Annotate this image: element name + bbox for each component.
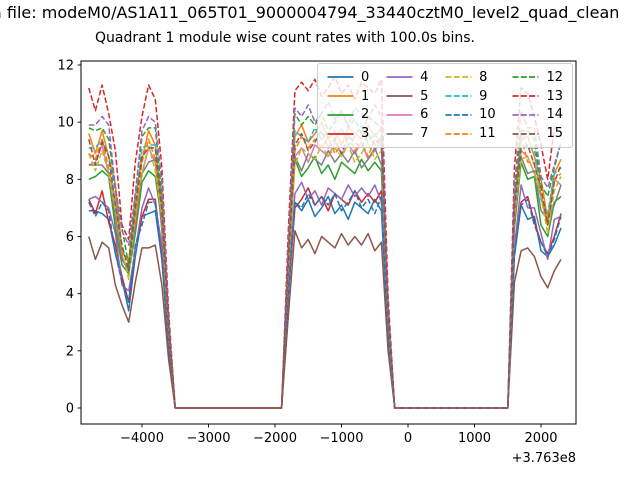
legend-label: 6 [420, 107, 429, 123]
legend-label: 2 [361, 107, 370, 123]
legend-item-2: 2 [327, 106, 369, 125]
legend-item-11: 11 [445, 124, 496, 143]
series-line-3 [88, 187, 562, 409]
legend-label: 13 [546, 88, 563, 104]
series-line-5 [88, 230, 562, 409]
legend-line-sample [445, 76, 472, 79]
legend-line-sample [512, 76, 539, 79]
x-tick-label: −2000 [253, 431, 297, 446]
legend-item-13: 13 [512, 87, 563, 106]
legend-item-6: 6 [386, 106, 428, 125]
legend-label: 4 [420, 69, 429, 85]
y-tick-label: 8 [66, 173, 74, 188]
y-tick-label: 12 [57, 59, 74, 74]
legend-item-12: 12 [512, 68, 563, 87]
x-tick-label: −1000 [320, 431, 364, 446]
legend-line-sample [327, 113, 354, 116]
y-tick-label: 10 [57, 116, 74, 131]
legend-box: 0 1 2 3 4 5 6 7 8 9 10 11 12 13 14 15 [317, 63, 573, 148]
legend-item-1: 1 [327, 87, 369, 106]
legend-item-4: 4 [386, 68, 428, 87]
legend-item-0: 0 [327, 68, 369, 87]
legend-line-sample [512, 132, 539, 135]
legend-line-sample [445, 132, 472, 135]
legend-label: 7 [420, 126, 429, 142]
y-tick-label: 2 [66, 344, 74, 359]
legend-label: 14 [546, 107, 563, 123]
series-line-10 [88, 190, 562, 409]
legend-label: 3 [361, 126, 370, 142]
legend-label: 12 [546, 69, 563, 85]
series-line-12 [88, 109, 562, 409]
legend-line-sample [386, 76, 413, 79]
legend-label: 8 [479, 69, 488, 85]
legend-label: 1 [361, 88, 370, 104]
legend-label: 9 [479, 88, 488, 104]
legend-line-sample [445, 113, 472, 116]
legend-line-sample [386, 132, 413, 135]
legend-line-sample [512, 113, 539, 116]
y-tick-label: 0 [66, 401, 74, 416]
legend-label: 11 [479, 126, 496, 142]
legend-item-15: 15 [512, 124, 563, 143]
legend-item-3: 3 [327, 124, 369, 143]
legend-item-9: 9 [445, 87, 496, 106]
x-tick-label: −3000 [186, 431, 230, 446]
plot-border [80, 60, 577, 425]
legend-line-sample [512, 95, 539, 98]
y-tick-label: 4 [66, 287, 74, 302]
axes-title: Quadrant 1 module wise count rates with … [95, 30, 475, 46]
legend-item-14: 14 [512, 106, 563, 125]
series-line-15 [88, 129, 562, 409]
x-tick-label: 1000 [458, 431, 491, 446]
y-tick-label: 6 [66, 230, 74, 245]
legend-label: 15 [546, 126, 563, 142]
legend-label: 5 [420, 88, 429, 104]
legend-item-5: 5 [386, 87, 428, 106]
legend-line-sample [445, 95, 472, 98]
legend-line-sample [327, 76, 354, 79]
x-tick-label: −4000 [120, 431, 164, 446]
legend-item-10: 10 [445, 106, 496, 125]
legend-label: 10 [479, 107, 496, 123]
legend-item-7: 7 [386, 124, 428, 143]
x-tick-label: 2000 [524, 431, 557, 446]
legend-item-8: 8 [445, 68, 496, 87]
legend-line-sample [327, 95, 354, 98]
x-axis-offset-label: +3.763e8 [511, 451, 576, 466]
legend-label: 0 [361, 69, 370, 85]
series-line-4 [88, 181, 562, 409]
figure-title: a file: modeM0/AS1A11_065T01_9000004794_… [0, 3, 620, 22]
x-tick-label: 0 [404, 431, 412, 446]
legend-line-sample [386, 95, 413, 98]
legend-line-sample [386, 113, 413, 116]
legend-line-sample [327, 132, 354, 135]
